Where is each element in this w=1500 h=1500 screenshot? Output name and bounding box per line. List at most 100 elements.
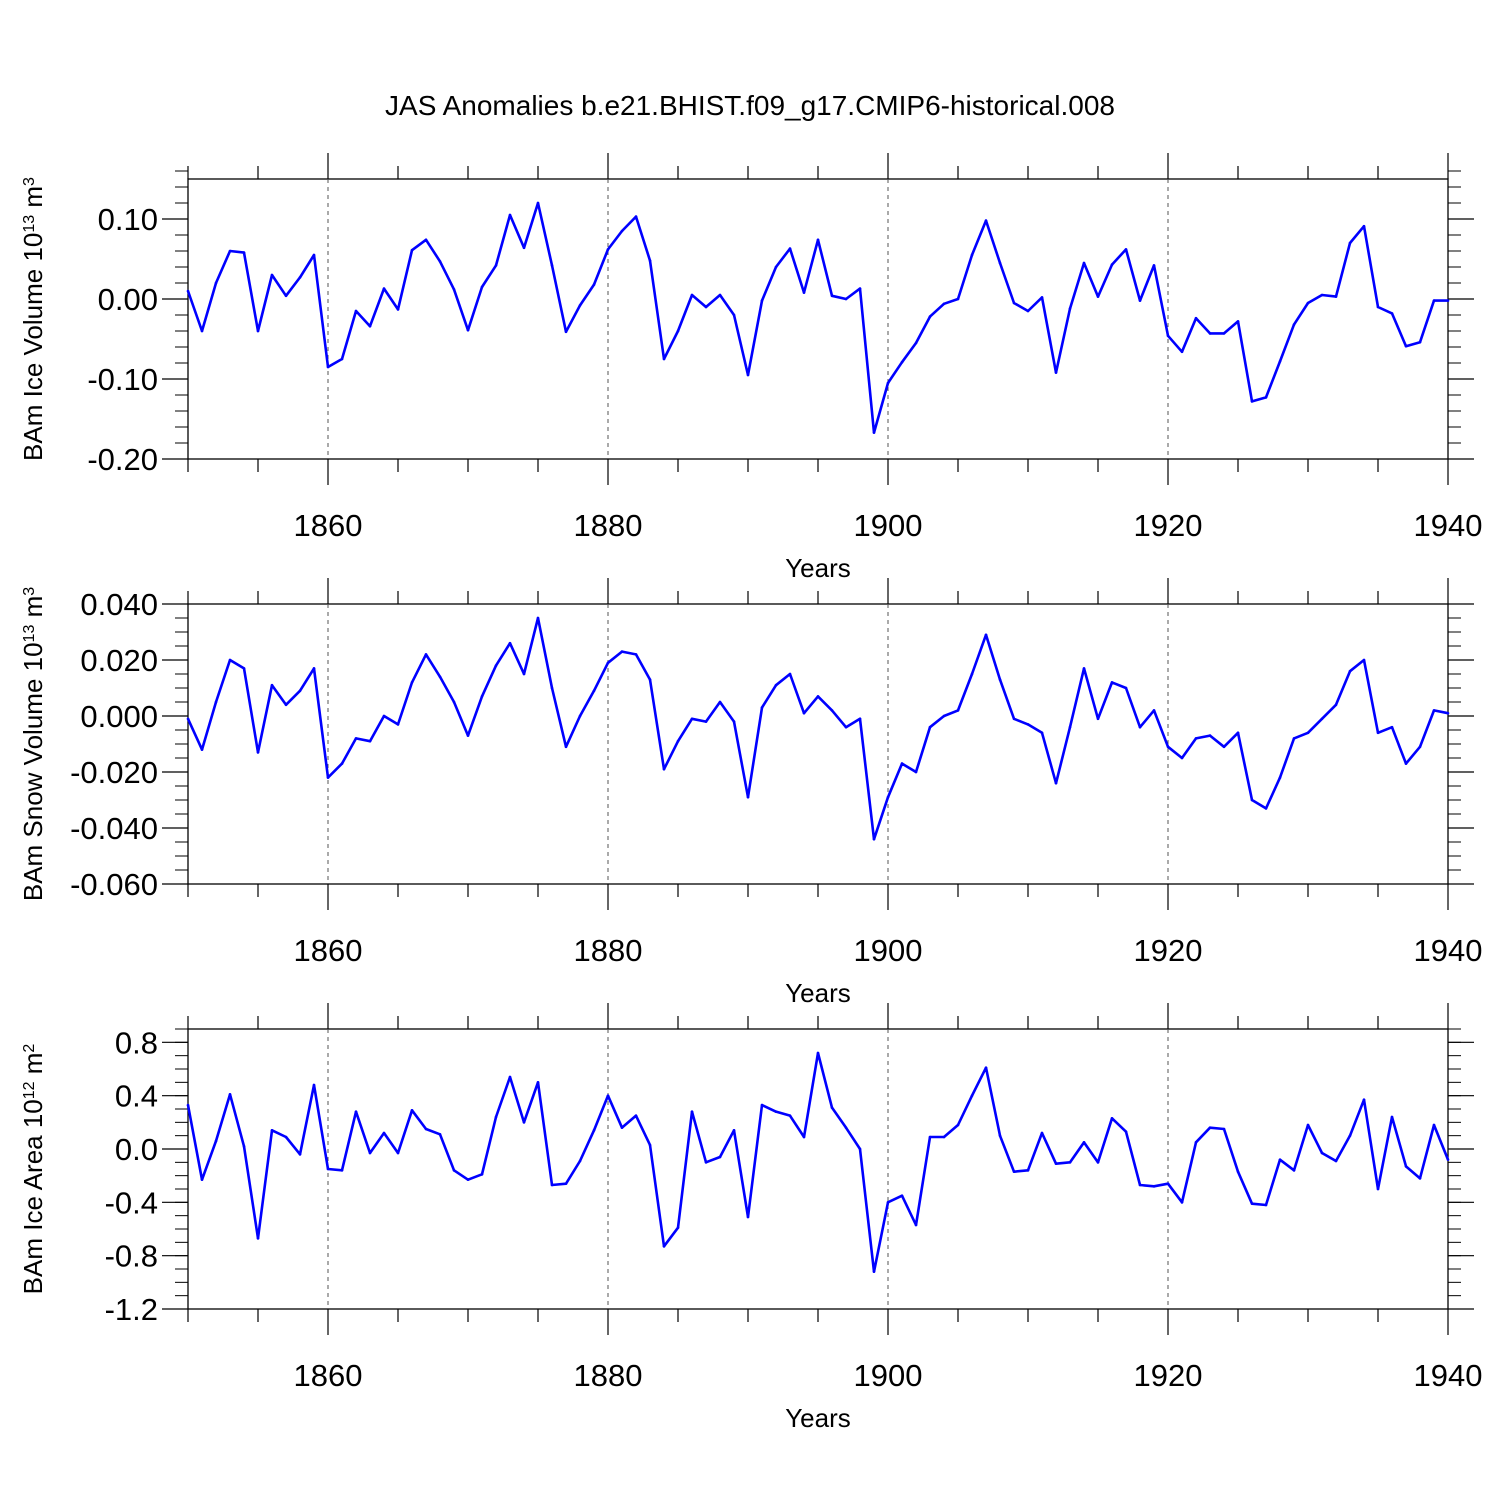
data-point xyxy=(718,700,722,704)
y-tick-label: 0.020 xyxy=(80,643,158,678)
data-point xyxy=(1152,709,1156,712)
data-point xyxy=(830,709,834,712)
data-point xyxy=(956,709,960,712)
y-axis-title-text: BAm Snow Volume 10 xyxy=(18,642,48,901)
data-point xyxy=(1376,305,1380,309)
data-point xyxy=(186,717,190,721)
data-point xyxy=(242,1145,246,1148)
data-point xyxy=(1264,807,1268,810)
series-line xyxy=(186,616,1449,841)
y-axis-title: BAm Ice Volume 1013 m3 xyxy=(18,177,48,461)
data-point xyxy=(704,305,708,309)
data-point xyxy=(872,837,876,841)
y-axis-title-text: m xyxy=(18,596,48,625)
data-point xyxy=(354,737,358,740)
y-tick-label: -0.020 xyxy=(70,755,158,790)
series-line xyxy=(186,201,1448,434)
x-tick-label: 1880 xyxy=(574,508,643,543)
data-point xyxy=(270,683,274,687)
data-point xyxy=(368,324,372,328)
x-tick-label: 1880 xyxy=(574,1358,643,1393)
data-point xyxy=(214,1139,218,1143)
data-point xyxy=(942,302,946,306)
data-point xyxy=(746,795,750,799)
y-tick-label: 0.4 xyxy=(115,1079,158,1114)
y-tick-label: -0.20 xyxy=(87,442,158,477)
data-point xyxy=(998,1134,1002,1137)
data-point xyxy=(424,653,428,656)
data-point xyxy=(494,1115,498,1119)
data-point xyxy=(886,381,890,385)
data-point xyxy=(620,650,624,653)
y-tick-label: -0.040 xyxy=(70,811,158,846)
data-point xyxy=(634,653,638,656)
data-point xyxy=(732,720,736,723)
data-point xyxy=(270,273,274,277)
data-point xyxy=(648,1143,652,1147)
data-point xyxy=(1012,717,1016,721)
data-point xyxy=(606,248,610,251)
y-axis-title: BAm Snow Volume 1013 m3 xyxy=(18,587,48,901)
data-point xyxy=(508,1075,512,1079)
x-tick-label: 1880 xyxy=(574,933,643,968)
y-tick-label: 0.000 xyxy=(80,699,158,734)
data-point xyxy=(718,293,722,297)
data-point xyxy=(760,1103,764,1107)
y-axis-title: BAm Ice Area 1012 m2 xyxy=(18,1044,48,1295)
y-tick-label: -0.8 xyxy=(105,1239,158,1274)
data-point xyxy=(396,308,400,311)
data-point xyxy=(1320,293,1324,297)
data-point xyxy=(774,1110,778,1113)
data-point xyxy=(956,1123,960,1127)
data-point xyxy=(970,1094,974,1097)
y-tick-label: 0.0 xyxy=(115,1132,158,1167)
y-tick-label: 0.8 xyxy=(115,1025,158,1060)
data-point xyxy=(1306,1123,1310,1127)
data-point xyxy=(1236,1170,1240,1173)
data-point xyxy=(424,1127,428,1131)
data-point xyxy=(1208,332,1212,335)
data-point xyxy=(1334,703,1338,707)
data-point xyxy=(564,1182,568,1185)
data-point xyxy=(592,283,596,286)
data-point xyxy=(382,1131,386,1135)
data-point xyxy=(1236,320,1240,323)
data-point xyxy=(228,658,232,662)
y-tick-label: -0.060 xyxy=(70,867,158,902)
data-point xyxy=(1278,776,1282,779)
data-point xyxy=(1292,737,1296,740)
data-point xyxy=(256,751,260,754)
data-point xyxy=(438,260,442,263)
data-point xyxy=(844,1126,848,1129)
data-point xyxy=(788,672,792,676)
data-point xyxy=(900,360,904,364)
data-point xyxy=(1432,1123,1436,1127)
data-point xyxy=(396,1151,400,1155)
data-point xyxy=(1124,1130,1128,1133)
data-point xyxy=(928,1135,932,1139)
data-point xyxy=(550,686,554,690)
x-tick-label: 1940 xyxy=(1414,1358,1483,1393)
data-point xyxy=(452,1169,456,1172)
y-tick-label: -0.4 xyxy=(105,1185,158,1220)
data-point xyxy=(830,294,834,298)
data-point xyxy=(480,285,484,289)
data-point xyxy=(564,330,568,334)
data-point xyxy=(1306,731,1310,735)
data-point xyxy=(592,1129,596,1132)
data-point xyxy=(522,1121,526,1124)
y-tick-label: 0.00 xyxy=(98,282,158,317)
data-point xyxy=(732,1129,736,1132)
data-point xyxy=(676,739,680,743)
data-point xyxy=(844,297,848,301)
data-point xyxy=(1208,734,1212,737)
series-line xyxy=(186,1051,1450,1273)
data-point xyxy=(1082,261,1086,265)
data-point xyxy=(760,706,764,709)
data-point xyxy=(1222,745,1226,749)
panel-3: 1860 1880 1900 1920 1940 Years -1.2 -0.8 -0.4 0.0… xyxy=(18,1003,1482,1433)
data-point xyxy=(1348,1134,1352,1137)
data-point xyxy=(858,1147,862,1151)
data-point xyxy=(396,723,400,726)
